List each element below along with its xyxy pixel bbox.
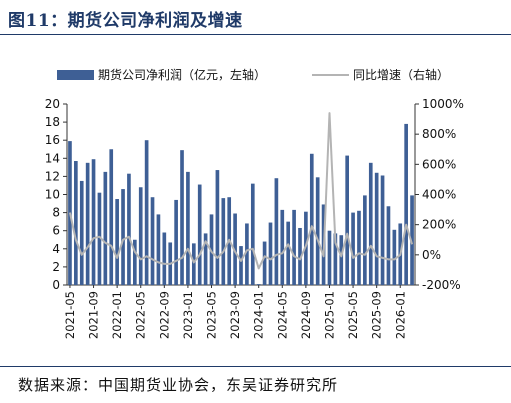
profit-bar [315, 177, 320, 285]
left-axis-tick-label: 4 [52, 242, 60, 256]
x-axis-tick-label: 2024-05 [275, 291, 289, 339]
profit-bar [327, 230, 332, 285]
growth-line [68, 112, 414, 270]
profit-bar [280, 209, 285, 285]
profit-bar [91, 159, 96, 285]
legend-bar-label: 期货公司净利润（亿元，左轴） [98, 67, 266, 82]
x-axis-tick-label: 2026-01 [393, 291, 407, 339]
profit-bar [351, 212, 355, 285]
profit-bar [109, 149, 114, 285]
chart: 期货公司净利润（亿元，左轴） 同比增速（右轴） 0 2 4 6 8 10 12 14 16 18 2… [45, 67, 464, 339]
x-axis-tick-label: 2025-05 [346, 291, 360, 339]
x-axis-tick-label: 2022-05 [134, 291, 148, 339]
x-axis-tick-label: 2025-01 [322, 291, 336, 339]
x-axis-tick-label: 2021-05 [63, 291, 77, 339]
profit-bar [127, 173, 131, 285]
left-axis-tick-label: 6 [52, 224, 60, 238]
x-axis-tick-label: 2023-05 [205, 291, 219, 339]
x-axis-tick-label: 2025-09 [370, 291, 384, 339]
profit-bar [368, 162, 373, 285]
profit-bar [197, 184, 202, 285]
axes: 0 2 4 6 8 10 12 14 16 18 20 -200% 0% 200% 400% 600% 800%… [45, 97, 464, 339]
profit-bar [79, 180, 84, 285]
profit-bar [180, 150, 184, 285]
profit-bar [121, 189, 125, 285]
profit-bar [404, 123, 408, 285]
right-axis-tick-label: -200% [422, 278, 461, 292]
x-axis-tick-label: 2022-01 [110, 291, 124, 339]
profit-bar [186, 171, 190, 285]
x-axis-tick-label: 2024-09 [299, 291, 313, 339]
left-axis-tick-label: 10 [45, 188, 60, 202]
profit-bar [191, 243, 196, 285]
profit-bar [245, 223, 249, 285]
profit-bar [363, 195, 367, 285]
profit-bar [262, 241, 267, 285]
left-axis-tick-label: 0 [52, 278, 60, 292]
x-axis-tick-label: 2023-09 [228, 291, 242, 339]
left-axis-tick-label: 2 [52, 260, 60, 274]
profit-bar [162, 232, 167, 285]
right-axis-tick-label: 0% [422, 248, 441, 262]
profit-bar [156, 214, 161, 285]
profit-bar [215, 170, 220, 285]
profit-bar [74, 161, 78, 285]
profit-bar [357, 210, 361, 285]
profit-bar [345, 155, 349, 285]
profit-bar [256, 284, 261, 285]
legend-bar-swatch [57, 70, 94, 80]
legend-line-label: 同比增速（右轴） [353, 67, 449, 82]
growth-line-series [68, 112, 414, 270]
profit-bar [333, 233, 338, 285]
left-axis-tick-label: 16 [45, 133, 60, 147]
profit-bar [203, 233, 208, 285]
profit-bar [233, 213, 237, 285]
profit-bar [133, 239, 137, 285]
profit-bar [268, 222, 273, 285]
left-axis-tick-label: 20 [45, 97, 60, 111]
profit-bar [386, 206, 391, 285]
title-divider [0, 34, 511, 35]
left-axis-tick-label: 8 [52, 206, 60, 220]
x-axis-tick-label: 2021-09 [87, 291, 101, 339]
profit-bar [85, 162, 90, 285]
profit-bar [115, 199, 119, 285]
left-axis-tick-label: 14 [45, 151, 60, 165]
profit-bar [292, 209, 296, 285]
right-axis-tick-label: 400% [422, 188, 456, 202]
chart-title: 图11：期货公司净利润及增速 [8, 11, 243, 31]
x-axis-tick-label: 2024-01 [252, 291, 266, 339]
profit-bar [239, 246, 243, 285]
source-divider [0, 366, 511, 367]
right-axis-tick-label: 800% [422, 127, 456, 141]
profit-bar [339, 235, 344, 285]
profit-bar [103, 171, 108, 285]
profit-bar [250, 183, 255, 285]
x-axis-tick-label: 2022-09 [157, 291, 171, 339]
x-axis-tick-label: 2023-01 [181, 291, 195, 339]
profit-bar [144, 140, 149, 285]
profit-bar [392, 229, 397, 285]
profit-bar [410, 195, 414, 285]
profit-bar [274, 178, 279, 285]
right-axis-tick-label: 600% [422, 157, 456, 171]
data-source: 数据来源：中国期货业协会，东吴证券研究所 [18, 376, 339, 394]
profit-bar [174, 199, 178, 285]
profit-bar [221, 198, 226, 285]
profit-bar [150, 197, 155, 285]
profit-bar [309, 153, 314, 285]
legend: 期货公司净利润（亿元，左轴） 同比增速（右轴） [57, 67, 449, 82]
profit-bar [97, 192, 102, 285]
profit-bar [298, 227, 302, 285]
left-axis-tick-label: 12 [45, 169, 60, 183]
left-axis-tick-label: 18 [45, 115, 60, 129]
profit-bar [286, 221, 291, 285]
right-axis-tick-label: 1000% [422, 97, 464, 111]
profit-bar [374, 172, 379, 285]
profit-bar [209, 214, 214, 285]
right-axis-tick-label: 200% [422, 218, 456, 232]
profit-bar [138, 187, 143, 285]
profit-bar [380, 175, 385, 285]
